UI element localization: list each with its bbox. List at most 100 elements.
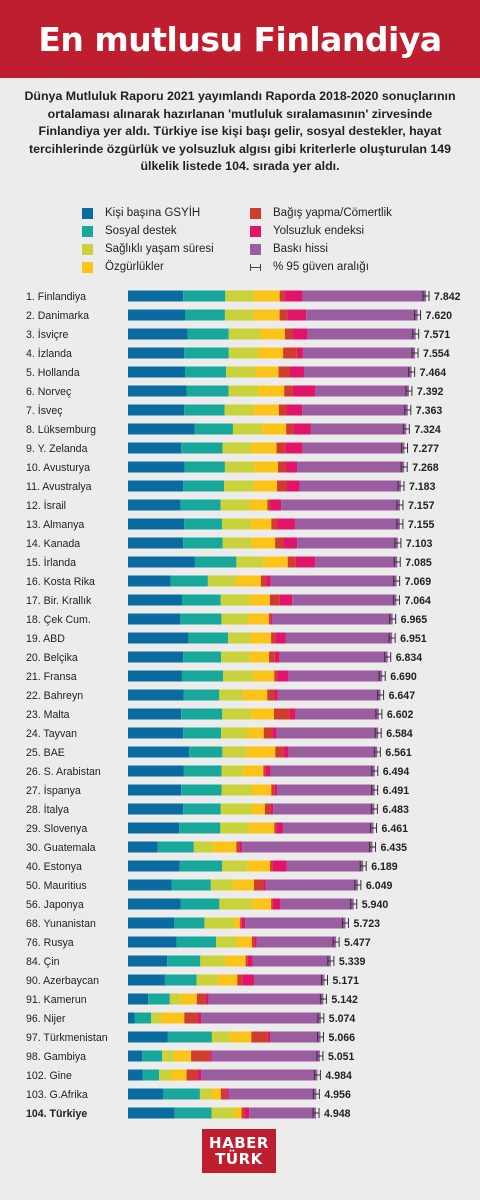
error-bar [412,329,420,339]
bar-segment-health [169,993,180,1005]
bar-segment-generosity [260,575,267,587]
bar-segment-dystopia [302,347,416,359]
bar-segment-social [171,879,211,891]
legend-label-gdp: Kişi başına GSYİH [105,207,201,219]
bar-segment-social [181,442,223,454]
bar-segment-social [148,993,170,1005]
bar-segment-freedom [232,879,254,891]
bar-segment-health [226,366,255,378]
bar-segment-health [236,556,264,568]
bar-segment-health [211,1031,230,1043]
value-label: 7.069 [405,576,432,588]
bar-segment-gdp [128,955,168,967]
bar-segment-social [186,385,229,397]
bar-segment-social [184,347,229,359]
bar-segment-generosity [284,385,293,397]
bar-segment-health [220,822,249,834]
bar-segment-dystopia [245,917,346,929]
bar-segment-social [142,1050,163,1062]
legend-swatch-dystopia [250,243,261,255]
error-bar [392,595,400,605]
bar-segment-freedom [258,347,284,359]
bar-segment-generosity [284,328,293,340]
bar-segment-corruption [272,860,287,872]
error-bar [393,576,401,586]
bar-segment-health [151,1012,162,1024]
bar-segment-social [170,575,208,587]
bar-segment-corruption [274,784,278,796]
bar-segment-health [200,955,226,967]
value-label: 7.571 [424,329,451,341]
bar-segment-gdp [128,613,181,625]
bar-segment-social [163,1088,200,1100]
header-banner: En mutlusu Finlandiya [0,0,480,78]
bar-segment-dystopia [280,898,354,910]
bar-row: 76. Rusya 5.477 [26,936,371,949]
bar-row: 104. Türkiye 4.948 [26,1107,351,1120]
bar-segment-health [216,936,237,948]
bar-segment-gdp [128,404,185,416]
country-label: 13. Almanya [26,519,84,531]
bar-segment-health [222,860,248,872]
bar-segment-dystopia [252,955,331,967]
bar-segment-gdp [128,461,185,473]
bar-segment-corruption [270,499,282,511]
bar-segment-gdp [128,594,182,606]
bar-segment-freedom [247,860,271,872]
error-bar [408,367,416,377]
bar-segment-dystopia [288,746,378,758]
value-label: 4.948 [324,1108,351,1120]
bar-row: 22. Bahreyn 6.647 [26,689,415,702]
bar-segment-health [219,898,253,910]
error-bar [389,614,397,624]
bar-segment-social [185,366,227,378]
bar-row: 103. G.Afrika 4.956 [26,1088,351,1101]
bar-segment-social [184,404,225,416]
error-bar [370,823,378,833]
country-label: 30. Guatemala [26,842,96,854]
country-label: 3. İsviçre [26,328,68,341]
bar-segment-health [228,632,251,644]
bar-segment-generosity [191,1050,210,1062]
bar-segment-corruption [292,328,308,340]
country-label: 8. Lüksemburg [26,424,96,436]
value-label: 7.085 [405,557,432,569]
bar-segment-generosity [278,404,287,416]
bar-segment-gdp [128,1069,143,1081]
legend-label-freedom: Özgürlükler [105,261,164,273]
value-label: 7.464 [420,367,447,379]
error-bar [377,690,385,700]
bar-segment-gdp [128,518,185,530]
country-label: 27. İspanya [26,784,81,797]
bar-segment-freedom [253,480,278,492]
bar-segment-dystopia [295,708,379,720]
bar-segment-corruption [283,537,298,549]
value-label: 6.483 [382,804,409,816]
value-label: 4.984 [325,1070,352,1082]
error-bar [402,424,410,434]
logo-line-1: HABER [209,1134,269,1152]
bar-segment-corruption [267,1031,271,1043]
bar-segment-generosity [267,499,271,511]
bar-segment-social [194,556,237,568]
bar-segment-generosity [278,461,287,473]
bar-segment-generosity [287,556,296,568]
bar-segment-corruption [286,480,300,492]
error-bar [312,1089,320,1099]
bar-segment-health [222,537,252,549]
bar-segment-dystopia [270,765,375,777]
country-label: 2. Danimarka [26,310,89,322]
bar-segment-gdp [128,746,190,758]
value-label: 4.956 [324,1089,351,1101]
bar-segment-gdp [128,784,182,796]
bar-segment-dystopia [277,784,375,796]
bar-segment-freedom [243,689,268,701]
logo-line-2: TÜRK [215,1150,263,1168]
bar-segment-corruption [274,689,278,701]
bar-segment-corruption [286,404,303,416]
value-label: 6.690 [390,671,417,683]
bar-segment-corruption [226,1088,229,1100]
bar-segment-dystopia [272,613,393,625]
bar-segment-freedom [251,803,265,815]
bar-segment-gdp [128,898,181,910]
